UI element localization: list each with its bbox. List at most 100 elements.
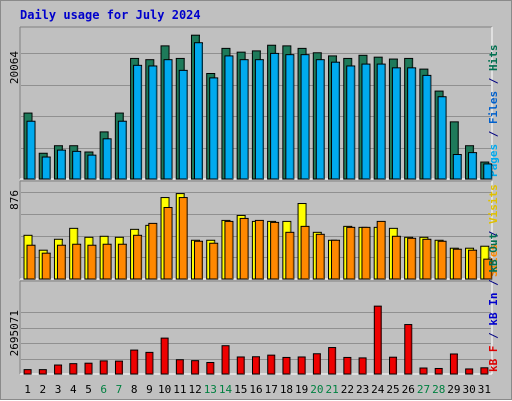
bar-kb-f — [191, 360, 200, 375]
bar-sites — [102, 243, 112, 280]
day-tick-label: 29 — [447, 383, 460, 396]
bar-kb-f — [465, 368, 474, 375]
panel-max-label: 876 — [8, 190, 21, 210]
bar-files — [56, 149, 66, 180]
bar-sites — [72, 243, 82, 280]
bar-files — [300, 54, 310, 180]
bar-sites — [148, 222, 158, 280]
bar-files — [437, 96, 447, 180]
bar-kb-f — [114, 360, 123, 375]
day-tick-label: 12 — [188, 383, 201, 396]
bar-files — [376, 63, 386, 180]
day-tick-label: 22 — [341, 383, 354, 396]
day-tick-label: 6 — [100, 383, 107, 396]
chart-title: Daily usage for July 2024 — [20, 8, 201, 22]
day-tick-label: 3 — [55, 383, 62, 396]
bar-files — [407, 67, 417, 180]
bar-sites — [361, 226, 371, 280]
bar-files — [133, 64, 143, 180]
legend-entry: Files — [487, 91, 500, 124]
legend-entry: / — [487, 224, 500, 244]
legend-entry: / — [487, 124, 500, 144]
day-tick-label: 8 — [131, 383, 138, 396]
bar-kb-f — [419, 367, 428, 375]
bar-kb-f — [130, 349, 139, 375]
bar-kb-f — [480, 367, 489, 375]
bar-kb-f — [449, 353, 458, 375]
legend-entry: kB Out — [487, 233, 500, 273]
bar-sites — [300, 225, 310, 280]
bar-kb-f — [404, 324, 413, 375]
bar-kb-f — [236, 356, 245, 375]
day-tick-label: 30 — [463, 383, 476, 396]
bar-sites — [407, 237, 417, 280]
bar-sites — [452, 248, 462, 280]
bar-files — [254, 59, 264, 180]
bar-files — [87, 154, 97, 180]
day-tick-label: 7 — [116, 383, 123, 396]
bar-kb-f — [389, 356, 398, 375]
bar-files — [361, 63, 371, 180]
bar-files — [193, 42, 203, 180]
day-tick-label: 26 — [402, 383, 415, 396]
bar-sites — [117, 243, 127, 280]
day-tick-label: 28 — [432, 383, 445, 396]
bar-sites — [285, 231, 295, 280]
day-tick-label: 14 — [219, 383, 233, 396]
bar-files — [270, 52, 280, 180]
bar-sites — [437, 240, 447, 280]
day-tick-label: 16 — [249, 383, 262, 396]
day-tick-label: 17 — [265, 383, 278, 396]
bar-kb-f — [267, 354, 276, 375]
bar-files — [391, 67, 401, 180]
bar-kb-f — [69, 363, 78, 375]
bar-kb-f — [282, 356, 291, 375]
day-tick-label: 25 — [386, 383, 399, 396]
day-tick-label: 1 — [24, 383, 31, 396]
bar-kb-f — [343, 356, 352, 375]
bar-kb-f — [23, 369, 32, 375]
panel-legend: Pages / Files / Hits — [487, 45, 500, 178]
bar-files — [483, 163, 493, 180]
bar-kb-f — [358, 357, 367, 375]
bar-kb-f — [328, 347, 337, 375]
bar-files — [117, 120, 127, 180]
bar-files — [72, 150, 82, 180]
bar-files — [163, 59, 173, 180]
day-tick-label: 21 — [326, 383, 339, 396]
bar-files — [209, 77, 219, 180]
bar-files — [346, 65, 356, 180]
legend-entry: / — [487, 326, 500, 346]
day-tick-label: 10 — [158, 383, 171, 396]
bar-kb-f — [175, 359, 184, 375]
bar-sites — [254, 219, 264, 280]
day-tick-label: 11 — [173, 383, 186, 396]
bar-files — [148, 65, 158, 180]
bar-sites — [224, 220, 234, 280]
bar-files — [224, 55, 234, 180]
bar-sites — [331, 239, 341, 280]
bar-kb-f — [38, 369, 47, 375]
bar-sites — [376, 220, 386, 280]
bar-kb-f — [297, 356, 306, 375]
day-tick-label: 19 — [295, 383, 308, 396]
day-tick-label: 31 — [478, 383, 491, 396]
legend-entry: / — [487, 71, 500, 91]
day-tick-label: 20 — [310, 383, 323, 396]
day-tick-label: 4 — [70, 383, 77, 396]
bar-sites — [422, 238, 432, 280]
day-tick-label: 23 — [356, 383, 369, 396]
bar-kb-f — [312, 353, 321, 375]
bar-files — [331, 61, 341, 180]
bar-sites — [209, 242, 219, 280]
bar-kb-f — [252, 356, 260, 375]
day-tick-label: 5 — [85, 383, 92, 396]
bar-files — [452, 154, 462, 180]
bar-sites — [315, 233, 325, 280]
panel-legend: Sites / Visits — [487, 184, 500, 277]
bar-files — [285, 54, 295, 180]
bar-files — [178, 69, 188, 180]
day-tick-label: 27 — [417, 383, 430, 396]
bar-sites — [163, 206, 173, 280]
